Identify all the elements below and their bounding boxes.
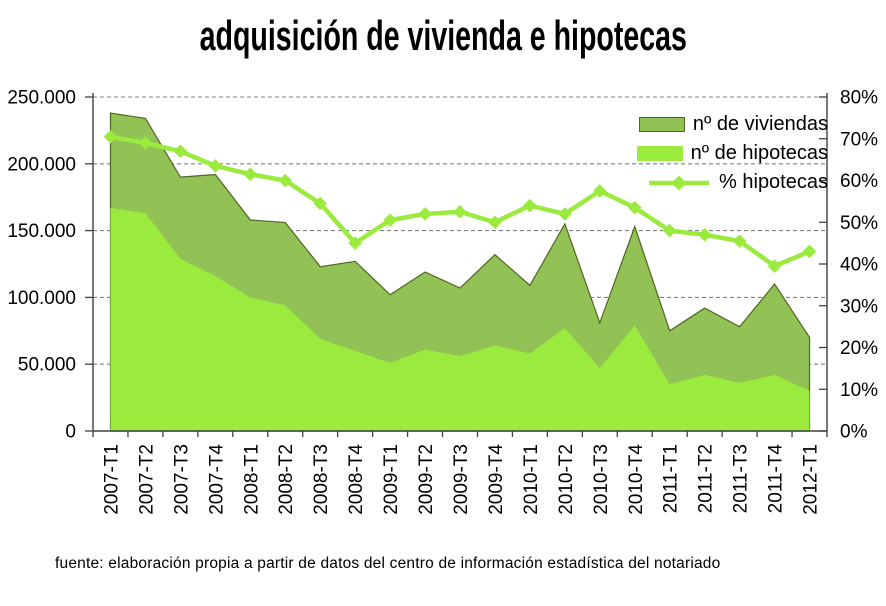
x-axis-tick-label: 2010-T2: [556, 444, 577, 515]
pct-line-swatch-icon: [649, 175, 710, 190]
diamond-marker: [523, 198, 537, 213]
diamond-marker: [173, 144, 188, 159]
x-axis-tick-label: 2011-T3: [731, 444, 752, 513]
left-axis-tick-label: 50.000: [18, 355, 76, 376]
right-axis-tick-label: 40%: [840, 255, 878, 276]
right-axis-tick-label: 20%: [840, 338, 878, 359]
left-axis-tick-label: 100.000: [7, 288, 76, 309]
legend: nº de viviendas nº de hipotecas % hipote…: [636, 110, 828, 197]
viviendas-area-swatch-icon: [638, 117, 685, 132]
x-axis-tick-label: 2011-T1: [661, 444, 682, 513]
diamond-marker: [418, 207, 432, 221]
right-axis-tick-label: 70%: [840, 129, 878, 150]
source-note: fuente: elaboración propia a partir de d…: [55, 555, 721, 572]
diamond-marker: [348, 236, 362, 250]
diamond-marker: [103, 129, 118, 144]
x-axis-tick-label: 2008-T1: [241, 444, 262, 515]
x-axis-tick-label: 2009-T3: [451, 444, 472, 515]
legend-item-pct-hipotecas: % hipotecas: [647, 168, 828, 197]
diamond-marker: [802, 244, 817, 259]
diamond-marker: [243, 167, 258, 182]
right-axis-tick-label: 60%: [840, 171, 878, 192]
diamond-marker: [627, 200, 642, 215]
x-axis-tick-label: 2009-T2: [416, 444, 437, 515]
chart-title-text: adquisición de vivienda e hipotecas: [199, 12, 687, 59]
diamond-marker: [208, 159, 223, 173]
legend-label-pct-hipotecas: % hipotecas: [719, 171, 828, 193]
hipotecas-area: [110, 207, 810, 431]
x-axis-tick-label: 2010-T4: [626, 444, 647, 515]
x-axis-tick-label: 2008-T2: [276, 444, 297, 515]
x-axis-tick-label: 2007-T2: [136, 444, 157, 515]
diamond-marker: [697, 227, 712, 242]
hipotecas-area-swatch-icon: [636, 146, 683, 161]
chart-title: adquisición de vivienda e hipotecas: [0, 12, 886, 60]
diamond-marker: [453, 205, 467, 219]
right-axis-tick-label: 10%: [840, 380, 878, 401]
x-axis-tick-label: 2009-T4: [486, 444, 507, 515]
x-axis-tick-label: 2007-T3: [171, 444, 192, 515]
legend-label-hipotecas: nº de hipotecas: [690, 142, 828, 164]
right-axis-tick-label: 0%: [840, 422, 868, 443]
x-axis-tick-label: 2007-T4: [206, 444, 227, 515]
x-axis-tick-label: 2007-T1: [101, 444, 122, 515]
diamond-marker: [278, 173, 293, 188]
right-axis-tick-label: 80%: [840, 88, 878, 109]
diamond-marker: [313, 196, 327, 211]
legend-item-viviendas: nº de viviendas: [638, 110, 828, 139]
x-axis-tick-label: 2011-T2: [696, 444, 717, 513]
legend-label-viviendas: nº de viviendas: [692, 113, 828, 135]
right-axis-tick-label: 30%: [840, 296, 878, 317]
x-axis-tick-label: 2010-T1: [521, 444, 542, 515]
x-axis-tick-label: 2010-T3: [591, 444, 612, 515]
diamond-marker: [383, 213, 397, 227]
x-axis-tick-label: 2009-T1: [381, 444, 402, 515]
diamond-marker: [662, 223, 677, 238]
left-axis-tick-label: 0: [65, 422, 76, 443]
diamond-marker: [558, 207, 572, 221]
x-axis-tick-label: 2008-T3: [311, 444, 332, 515]
diamond-marker: [767, 259, 782, 273]
diamond-marker: [138, 136, 153, 150]
legend-item-hipotecas: nº de hipotecas: [636, 139, 828, 168]
left-axis-tick-label: 250.000: [7, 88, 76, 109]
x-axis-tick-label: 2011-T4: [766, 444, 787, 514]
left-axis-tick-label: 150.000: [7, 221, 76, 242]
x-axis-tick-label: 2012-T1: [801, 444, 822, 515]
right-axis-tick-label: 50%: [840, 213, 878, 234]
left-axis-tick-label: 200.000: [7, 154, 76, 175]
diamond-marker: [732, 234, 747, 248]
x-axis-tick-label: 2008-T4: [346, 444, 367, 515]
diamond-marker: [488, 215, 502, 230]
diamond-marker: [593, 184, 607, 198]
